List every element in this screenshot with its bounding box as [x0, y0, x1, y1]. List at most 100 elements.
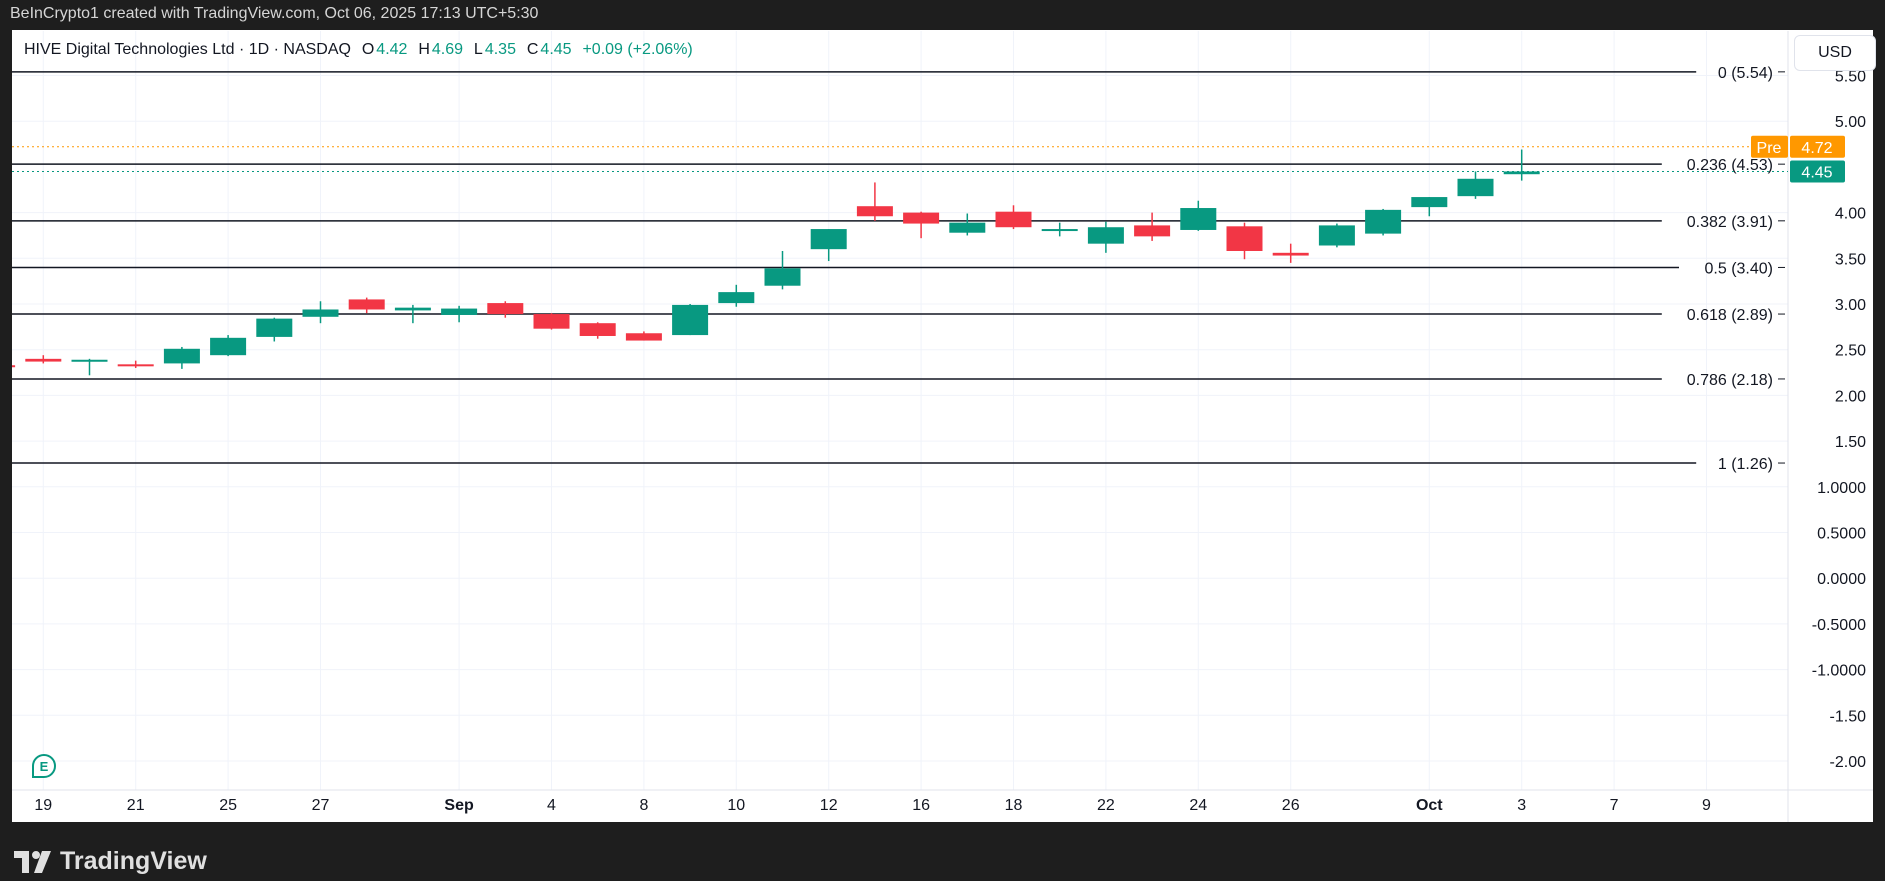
- candle-body[interactable]: [1457, 178, 1494, 197]
- candle-body[interactable]: [25, 358, 62, 362]
- x-tick-label: 25: [219, 797, 237, 814]
- candle-body[interactable]: [348, 299, 385, 310]
- y-tick-label: 0.0000: [1817, 571, 1866, 588]
- candle-body[interactable]: [71, 359, 108, 362]
- x-tick-label: 8: [639, 797, 648, 814]
- candle-body[interactable]: [995, 211, 1032, 228]
- x-tick-label: 18: [1005, 797, 1023, 814]
- candle-body[interactable]: [533, 314, 570, 329]
- x-tick-label: 3: [1517, 797, 1526, 814]
- y-tick-label: 5.00: [1835, 114, 1866, 131]
- candle-body[interactable]: [1087, 227, 1124, 244]
- premarket-label: Pre: [1757, 140, 1782, 157]
- fib-level-label: 0.618 (2.89): [1687, 307, 1773, 324]
- candle-body[interactable]: [256, 318, 293, 337]
- fib-level-label: 0 (5.54): [1718, 65, 1773, 82]
- y-tick-label: -2.00: [1830, 754, 1867, 771]
- chart-panel[interactable]: [12, 30, 1873, 822]
- y-tick-label: 3.00: [1835, 297, 1866, 314]
- candle-body[interactable]: [625, 333, 662, 341]
- y-tick-label: 0.5000: [1817, 526, 1866, 543]
- tradingview-logo-icon: [14, 850, 51, 873]
- x-tick-label: 22: [1097, 797, 1115, 814]
- candle-body[interactable]: [856, 206, 893, 217]
- candle-body[interactable]: [672, 304, 709, 336]
- candle-body[interactable]: [1365, 209, 1402, 234]
- change-value: +0.09 (+2.06%): [582, 41, 693, 58]
- fib-level-label: 0.5 (3.40): [1705, 260, 1773, 277]
- candle-body[interactable]: [1503, 171, 1540, 175]
- candle-body[interactable]: [1180, 208, 1217, 230]
- candle-body[interactable]: [903, 212, 940, 224]
- candle-body[interactable]: [210, 337, 247, 356]
- premarket-price-text: 4.72: [1801, 140, 1832, 157]
- x-tick-label: 10: [727, 797, 745, 814]
- candle-body[interactable]: [487, 303, 524, 315]
- candle-body[interactable]: [949, 222, 986, 233]
- y-tick-label: -1.0000: [1812, 663, 1866, 680]
- x-tick-label: 27: [312, 797, 330, 814]
- candle-body[interactable]: [394, 307, 431, 311]
- close-value: 4.45: [540, 41, 572, 58]
- close-label: C: [526, 41, 539, 58]
- chart-credit: BeInCrypto1 created with TradingView.com…: [10, 5, 539, 22]
- candle-body[interactable]: [302, 309, 339, 317]
- candle-body[interactable]: [764, 268, 801, 286]
- candle-body[interactable]: [1318, 225, 1355, 246]
- candle-body[interactable]: [579, 323, 616, 336]
- y-tick-label: 2.00: [1835, 388, 1866, 405]
- symbol-legend: HIVE Digital Technologies Ltd · 1D · NAS…: [24, 41, 695, 59]
- x-tick-label: 12: [820, 797, 838, 814]
- low-value: 4.35: [484, 41, 516, 58]
- open-value: 4.42: [376, 41, 408, 58]
- premarket-price-badge: [1790, 135, 1845, 158]
- x-tick-label: 9: [1702, 797, 1711, 814]
- y-tick-label: -1.50: [1830, 708, 1867, 725]
- low-label: L: [473, 41, 483, 58]
- high-label: H: [418, 41, 430, 58]
- candle-body[interactable]: [1134, 225, 1171, 237]
- symbol-title[interactable]: HIVE Digital Technologies Ltd · 1D · NAS…: [24, 41, 351, 58]
- x-tick-label: 4: [547, 797, 556, 814]
- x-tick-label: 26: [1282, 797, 1300, 814]
- currency-button[interactable]: USD: [1794, 35, 1876, 71]
- x-tick-label: 16: [912, 797, 930, 814]
- last-price-badge: [1790, 160, 1845, 183]
- x-tick-label: 7: [1610, 797, 1619, 814]
- candle-body[interactable]: [0, 365, 16, 368]
- candle-body[interactable]: [810, 229, 847, 250]
- x-tick-label: 24: [1189, 797, 1207, 814]
- candle-body[interactable]: [718, 292, 755, 304]
- x-tick-label: Oct: [1416, 797, 1443, 814]
- fib-level-label: 0.236 (4.53): [1687, 157, 1773, 174]
- candle-body[interactable]: [1272, 252, 1309, 256]
- last-price-text: 4.45: [1801, 164, 1832, 181]
- y-tick-label: 3.50: [1835, 251, 1866, 268]
- fib-level-label: 0.786 (2.18): [1687, 372, 1773, 389]
- brand-name: TradingView: [60, 847, 207, 875]
- candle-body[interactable]: [1226, 226, 1263, 251]
- premarket-label-badge: [1751, 135, 1788, 158]
- x-tick-label: 21: [127, 797, 145, 814]
- high-value: 4.69: [431, 41, 464, 58]
- y-tick-label: 5.50: [1835, 69, 1866, 86]
- candle-body[interactable]: [441, 308, 478, 315]
- x-tick-label: Sep: [444, 797, 474, 814]
- x-tick-label: 19: [34, 797, 52, 814]
- candle-body[interactable]: [117, 364, 154, 367]
- fib-level-label: 1 (1.26): [1718, 456, 1773, 473]
- tradingview-logo: TradingView: [14, 847, 207, 876]
- earnings-icon[interactable]: E: [32, 754, 56, 778]
- candles: [0, 149, 1540, 376]
- candle-body[interactable]: [163, 348, 200, 364]
- y-tick-label: -0.5000: [1812, 617, 1866, 634]
- y-tick-label: 2.50: [1835, 343, 1866, 360]
- y-tick-label: 1.50: [1835, 434, 1866, 451]
- candle-body[interactable]: [1411, 197, 1448, 208]
- open-label: O: [361, 41, 375, 58]
- earnings-label: E: [39, 758, 49, 774]
- fib-level-label: 0.382 (3.91): [1687, 214, 1773, 231]
- y-tick-label: 4.00: [1835, 206, 1866, 223]
- candle-body[interactable]: [1041, 229, 1078, 232]
